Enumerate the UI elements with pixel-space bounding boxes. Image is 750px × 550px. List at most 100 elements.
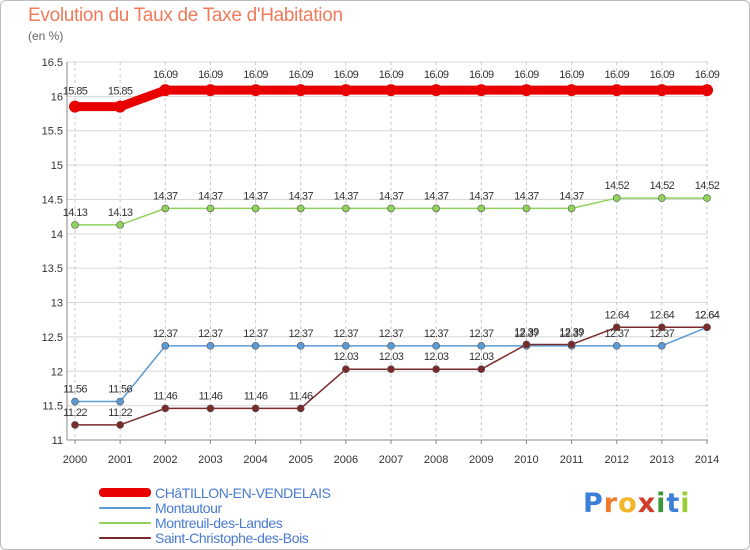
data-point-saint-christophe (342, 365, 350, 374)
data-label-chatillon: 16.09 (650, 69, 675, 81)
data-label-montautour: 12.37 (334, 328, 359, 340)
data-label-chatillon: 16.09 (695, 69, 720, 81)
x-tick-label: 2014 (695, 454, 719, 466)
data-label-montautour: 11.56 (108, 384, 132, 396)
data-point-chatillon (204, 84, 217, 97)
x-tick-label: 2007 (379, 454, 403, 466)
data-point-saint-christophe (387, 365, 395, 374)
data-label-montreuil: 14.13 (108, 207, 133, 219)
data-label-montreuil: 14.37 (153, 190, 178, 202)
data-label-chatillon: 16.09 (243, 69, 268, 81)
x-tick-label: 2001 (108, 454, 132, 466)
data-point-montautour (251, 342, 260, 350)
data-point-chatillon (701, 84, 713, 97)
data-point-saint-christophe (658, 323, 666, 332)
data-point-montautour (477, 342, 486, 350)
data-point-montreuil (387, 204, 395, 213)
logo-letter: o (618, 488, 638, 519)
data-point-chatillon (610, 84, 623, 97)
data-label-chatillon: 16.09 (334, 69, 359, 81)
data-label-saint-christophe: 12.64 (604, 309, 629, 321)
proxiti-logo: Proxiti (583, 488, 691, 519)
x-tick-label: 2010 (514, 454, 538, 466)
data-label-montreuil: 14.37 (514, 190, 539, 202)
data-point-montreuil (116, 221, 124, 229)
data-point-montautour (71, 397, 79, 406)
data-point-saint-christophe (71, 421, 79, 429)
data-label-saint-christophe: 12.64 (650, 309, 675, 321)
data-point-montautour (342, 342, 350, 350)
data-point-chatillon (655, 84, 668, 97)
data-label-montreuil: 14.37 (243, 190, 268, 202)
data-point-montreuil (206, 204, 215, 213)
data-point-saint-christophe (251, 404, 260, 413)
data-point-chatillon (294, 84, 307, 97)
data-point-saint-christophe (477, 365, 486, 374)
data-point-chatillon (339, 84, 352, 97)
data-point-montautour (296, 342, 305, 350)
y-tick-label: 11.5 (42, 401, 63, 413)
data-point-saint-christophe (522, 340, 531, 349)
data-label-chatillon: 16.09 (424, 69, 449, 81)
logo-letter: t (666, 488, 681, 519)
data-label-saint-christophe: 11.46 (153, 390, 177, 402)
y-tick-label: 14 (51, 229, 63, 241)
data-point-montreuil (432, 204, 440, 213)
data-point-montreuil (71, 221, 79, 229)
data-label-montautour: 12.37 (288, 328, 313, 340)
data-point-chatillon (430, 84, 443, 97)
data-label-chatillon: 16.09 (469, 69, 494, 81)
data-point-montreuil (658, 194, 666, 202)
data-label-chatillon: 16.09 (288, 69, 313, 81)
legend-label: CHâTILLON-EN-VENDELAIS (155, 484, 331, 501)
x-tick-label: 2003 (198, 454, 222, 466)
legend-item-saint-christophe: Saint-Christophe-des-Bois (99, 529, 331, 546)
data-label-saint-christophe: 12.03 (424, 351, 449, 363)
data-label-chatillon: 15.85 (108, 86, 133, 98)
data-point-montautour (612, 342, 621, 350)
data-label-montreuil: 14.37 (559, 190, 584, 202)
legend-label: Saint-Christophe-des-Bois (155, 529, 309, 546)
data-point-saint-christophe (703, 323, 711, 332)
data-label-montreuil: 14.37 (334, 190, 359, 202)
data-label-saint-christophe: 12.39 (514, 326, 539, 338)
plot-area (67, 62, 708, 440)
data-label-saint-christophe: 12.03 (334, 351, 359, 363)
data-point-chatillon (159, 84, 172, 97)
legend-label: Montautour (155, 499, 222, 516)
data-point-montreuil (703, 194, 711, 202)
legend-item-chatillon: CHâTILLON-EN-VENDELAIS (99, 484, 331, 501)
data-point-chatillon (385, 84, 397, 97)
data-label-saint-christophe: 11.22 (108, 407, 132, 419)
logo-letter: x (637, 488, 657, 519)
logo-letter: i (680, 488, 691, 519)
logo-letter: i (656, 488, 667, 519)
data-label-montreuil: 14.52 (695, 180, 720, 192)
data-point-montautour (206, 342, 215, 350)
data-point-montreuil (161, 204, 170, 213)
data-label-montautour: 12.64 (695, 309, 720, 321)
chart-title: Evolution du Taux de Taxe d'Habitation (28, 5, 343, 26)
y-tick-label: 12.5 (42, 332, 63, 344)
data-point-montreuil (342, 204, 350, 213)
data-label-montautour: 12.37 (650, 328, 675, 340)
data-point-chatillon (249, 84, 262, 97)
y-tick-label: 13.5 (42, 263, 63, 275)
data-label-chatillon: 16.09 (153, 69, 178, 81)
x-tick-label: 2005 (288, 454, 312, 466)
data-point-saint-christophe (116, 421, 124, 429)
data-label-montreuil: 14.37 (469, 190, 494, 202)
data-label-chatillon: 15.85 (63, 86, 88, 98)
data-point-montreuil (296, 204, 305, 213)
data-point-montautour (161, 342, 170, 350)
logo-letter: r (603, 488, 619, 519)
data-label-montreuil: 14.37 (198, 190, 223, 202)
data-label-montautour: 12.37 (559, 328, 584, 340)
y-tick-label: 16 (51, 91, 63, 103)
y-tick-label: 14.5 (42, 194, 63, 206)
legend-item-montautour: Montautour (99, 499, 331, 516)
data-label-montautour: 12.37 (379, 328, 404, 340)
chart-legend: CHâTILLON-EN-VENDELAIS Montautour Montreui… (99, 484, 331, 546)
